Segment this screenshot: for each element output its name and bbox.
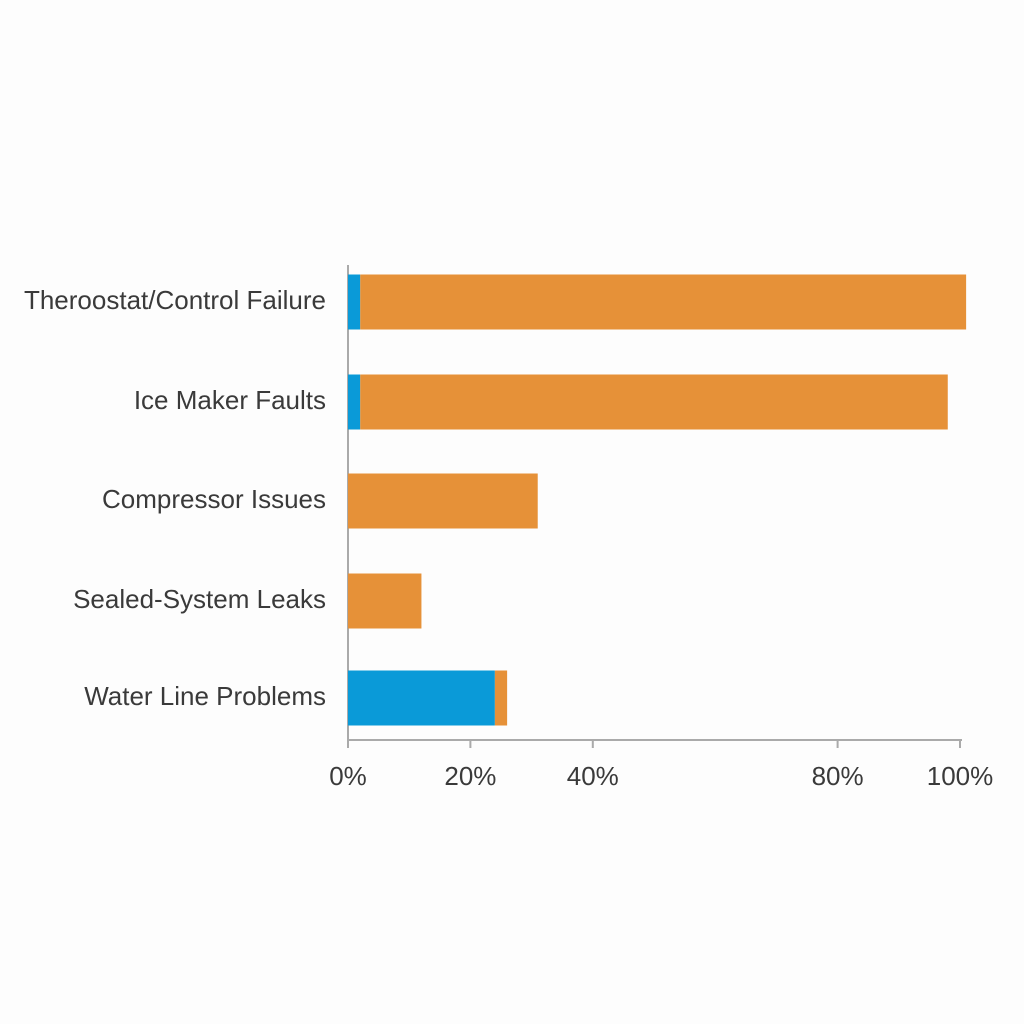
y-tick-label: Compressor Issues bbox=[102, 484, 326, 514]
y-tick-label: Ice Maker Faults bbox=[134, 385, 326, 415]
y-tick-label: Water Line Problems bbox=[84, 681, 326, 711]
bar-segment bbox=[348, 374, 361, 430]
x-tick-label: 40% bbox=[567, 761, 619, 791]
bar-segment bbox=[494, 670, 508, 726]
bar-segment bbox=[348, 473, 538, 529]
y-tick-label: Sealed-System Leaks bbox=[73, 584, 326, 614]
bar-segment bbox=[360, 374, 948, 430]
x-tick-label: 100% bbox=[927, 761, 994, 791]
x-tick-label: 80% bbox=[812, 761, 864, 791]
x-tick-label: 20% bbox=[444, 761, 496, 791]
y-tick-label: Theroostat/Control Failure bbox=[24, 285, 326, 315]
x-tick-label: 0% bbox=[329, 761, 367, 791]
bar-segment bbox=[348, 573, 422, 629]
bar-segment bbox=[360, 274, 967, 330]
bar-segment bbox=[348, 670, 495, 726]
bar-segment bbox=[348, 274, 361, 330]
